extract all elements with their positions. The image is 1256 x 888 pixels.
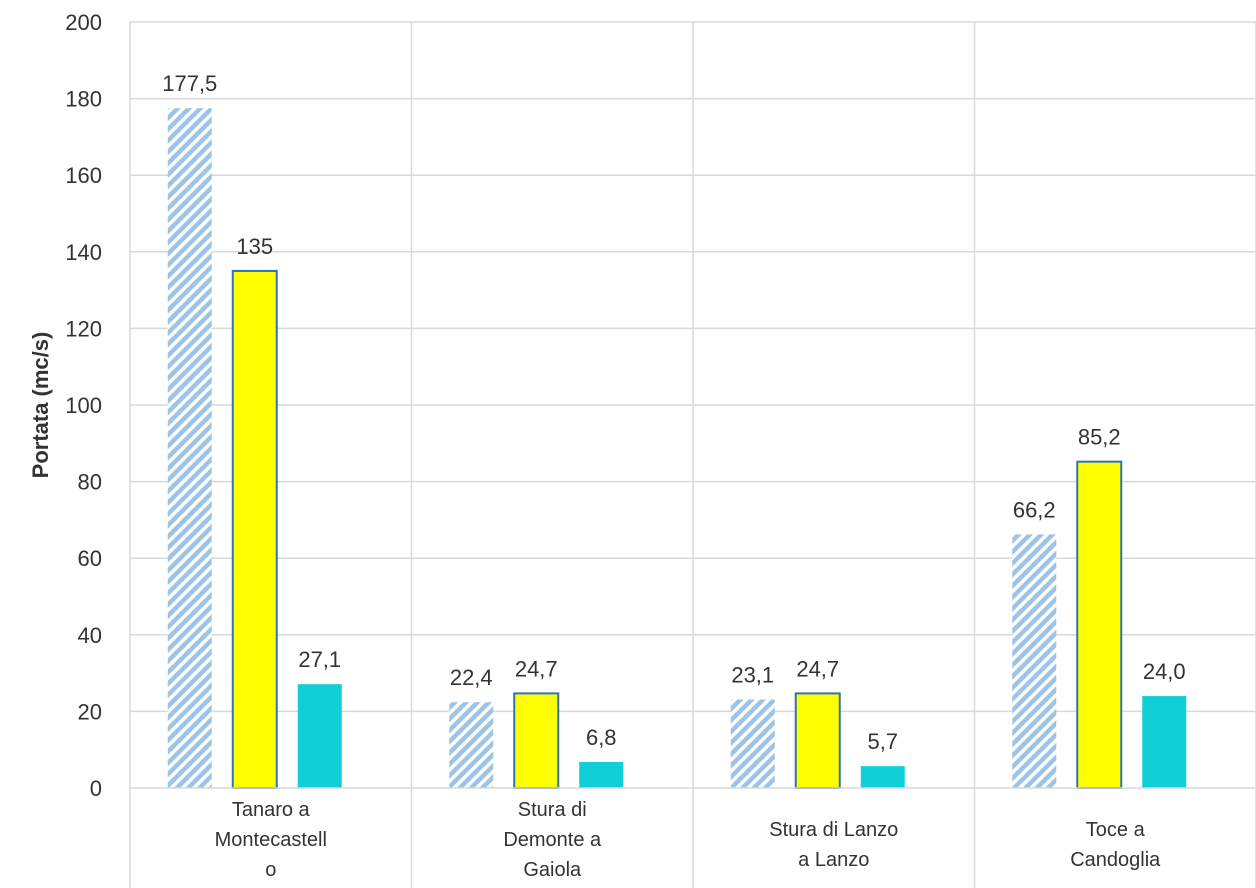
bar-series-1 <box>449 702 494 788</box>
bars <box>167 108 1187 789</box>
y-tick-label: 40 <box>78 623 102 648</box>
bar-series-1 <box>730 699 775 788</box>
y-tick-label: 80 <box>78 470 102 495</box>
y-tick-label: 180 <box>65 87 102 112</box>
data-label: 23,1 <box>731 663 774 688</box>
y-tick-label: 60 <box>78 546 102 571</box>
x-category-label: Stura di Demonte a Gaiola <box>503 799 602 881</box>
bar-series-2 <box>231 269 278 789</box>
y-tick-label: 120 <box>65 316 102 341</box>
x-category-label: Stura di Lanzo a Lanzo <box>769 819 898 871</box>
x-category-label: Tanaro a Montecastell o <box>215 799 327 881</box>
gridlines <box>129 21 1256 888</box>
data-label: 177,5 <box>162 71 217 96</box>
bar-series-3 <box>579 761 624 788</box>
data-labels: 177,5 22,4 23,1 66,2 135 24,7 24,7 85,2 27,1 6,8 5… <box>162 71 1185 754</box>
bar-series-2 <box>513 692 560 789</box>
y-axis-title: Portata (mc/s) <box>28 332 53 479</box>
bar-series-1 <box>167 108 212 789</box>
bar-series-3 <box>860 766 905 788</box>
data-label: 24,7 <box>515 656 558 681</box>
bar-series-2 <box>1076 460 1123 789</box>
data-label: 6,8 <box>586 725 617 750</box>
data-label: 24,7 <box>796 656 839 681</box>
data-label: 24,0 <box>1143 659 1186 684</box>
y-tick-label: 20 <box>78 699 102 724</box>
bar-series-3 <box>1142 696 1187 788</box>
data-label: 22,4 <box>450 665 493 690</box>
axes: 0 20 40 60 80 100 120 140 160 180 200 Tanaro a Monte… <box>65 10 1256 881</box>
data-label: 27,1 <box>298 647 341 672</box>
y-tick-label: 0 <box>90 776 102 801</box>
bar-series-1 <box>1012 534 1057 788</box>
y-tick-label: 200 <box>65 10 102 35</box>
data-label: 135 <box>236 234 273 259</box>
data-label: 85,2 <box>1078 425 1121 450</box>
bar-series-3 <box>297 684 342 788</box>
data-label: 5,7 <box>867 729 898 754</box>
x-category-label: Toce a Candoglia <box>1070 819 1161 871</box>
y-tick-label: 140 <box>65 240 102 265</box>
y-tick-label: 100 <box>65 393 102 418</box>
y-tick-label: 160 <box>65 163 102 188</box>
data-label: 66,2 <box>1013 497 1056 522</box>
bar-series-2 <box>794 692 841 789</box>
